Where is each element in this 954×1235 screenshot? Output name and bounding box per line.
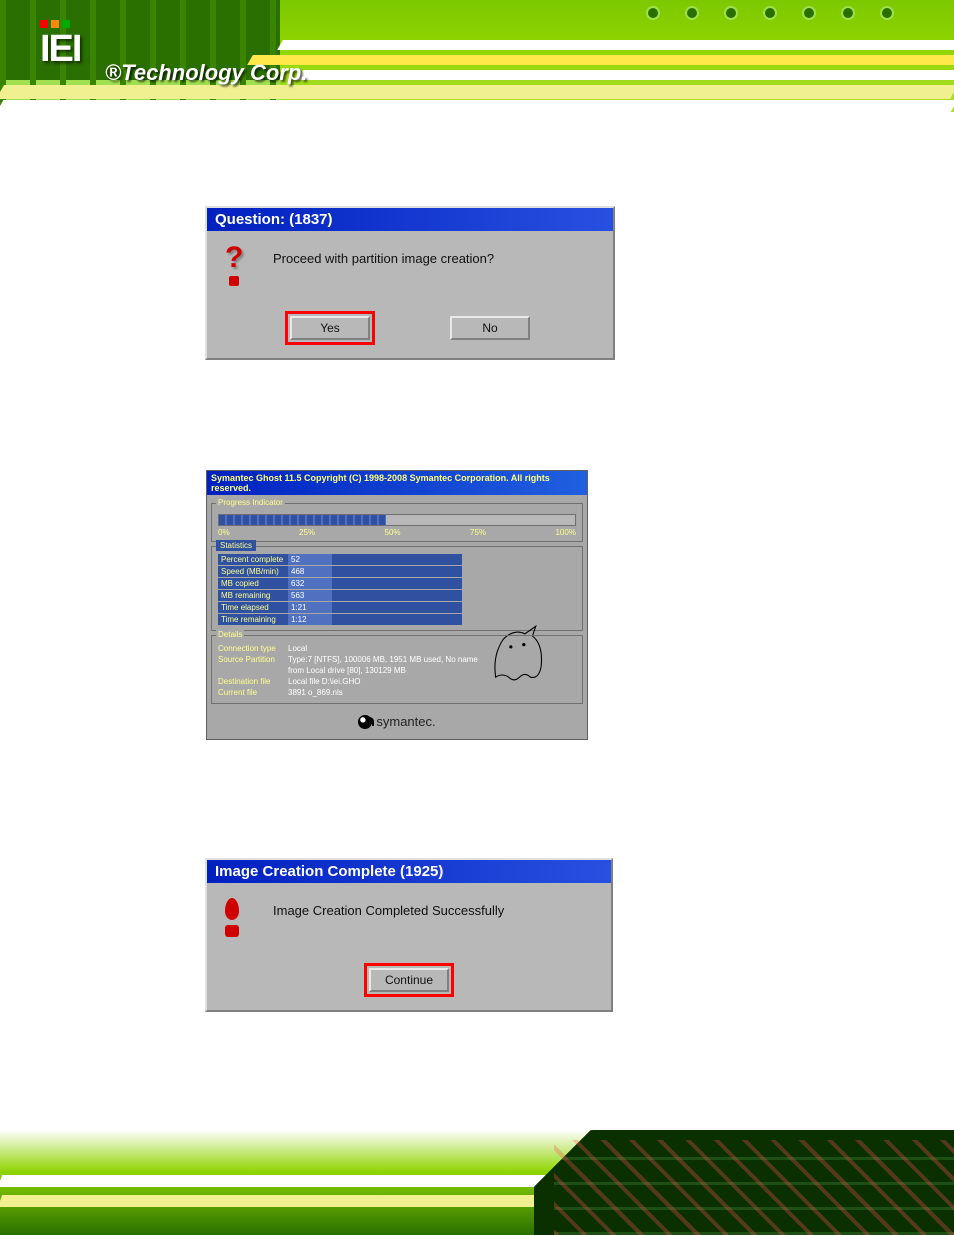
stats-row: MB copied632 [218,578,462,589]
dialog-complete: Image Creation Complete (1925) Image Cre… [205,858,613,1012]
brand-logo-text: IEI [40,30,80,68]
footer-banner [0,1130,954,1235]
details-row: Connection typeLocal [218,644,576,653]
stats-row: Time remaining1:12 [218,614,462,625]
statistics-label: Statistics [216,540,256,551]
dialog-message: Proceed with partition image creation? [273,251,595,266]
progress-ticks: 0% 25% 50% 75% 100% [218,528,576,537]
yes-button[interactable]: Yes [290,316,370,340]
banner-stripe [277,40,954,50]
statistics-fieldset: Statistics Percent complete52Speed (MB/m… [211,546,583,631]
details-fieldset: Details Connection typeLocalSource Parti… [211,635,583,704]
brand-logo: IEI [40,20,80,68]
dialog-message: Image Creation Completed Successfully [273,903,593,918]
ghost-titlebar: Symantec Ghost 11.5 Copyright (C) 1998-2… [207,471,587,495]
symantec-icon [358,715,372,729]
dialog-titlebar: Image Creation Complete (1925) [207,860,611,883]
stats-row: Time elapsed1:21 [218,602,462,613]
footer-circuit [534,1130,954,1235]
decorative-dots [646,6,894,20]
details-row: Source PartitionType:7 [NTFS], 100006 MB… [218,655,576,664]
ghost-window: Symantec Ghost 11.5 Copyright (C) 1998-2… [206,470,588,740]
details-row: Destination fileLocal file D:\iei.GHO [218,677,576,686]
banner-stripe [247,55,954,65]
banner-stripe [0,100,954,112]
stats-row: Percent complete52 [218,554,462,565]
details-row: Current file3891 o_869.nls [218,688,576,697]
progress-fieldset: Progress Indicator 0% 25% 50% 75% 100% [211,503,583,542]
continue-button[interactable]: Continue [369,968,449,992]
header-banner: IEI ®Technology Corp. [0,0,954,112]
exclamation-icon [225,898,239,937]
details-label: Details [216,630,244,639]
brand-tagline: ®Technology Corp. [105,60,307,86]
banner-stripe [297,70,954,80]
no-button[interactable]: No [450,316,530,340]
details-row: from Local drive [80], 130129 MB [218,666,576,675]
stats-row: MB remaining563 [218,590,462,601]
progress-bar-fill [219,515,386,525]
banner-stripe [0,85,954,99]
question-icon: ? [225,246,243,286]
progress-bar [218,514,576,526]
symantec-footer: symantec. [211,708,583,735]
progress-label: Progress Indicator [216,498,285,507]
dialog-titlebar: Question: (1837) [207,208,613,231]
dialog-question: Question: (1837) ? Proceed with partitio… [205,206,615,360]
stats-row: Speed (MB/min)468 [218,566,462,577]
